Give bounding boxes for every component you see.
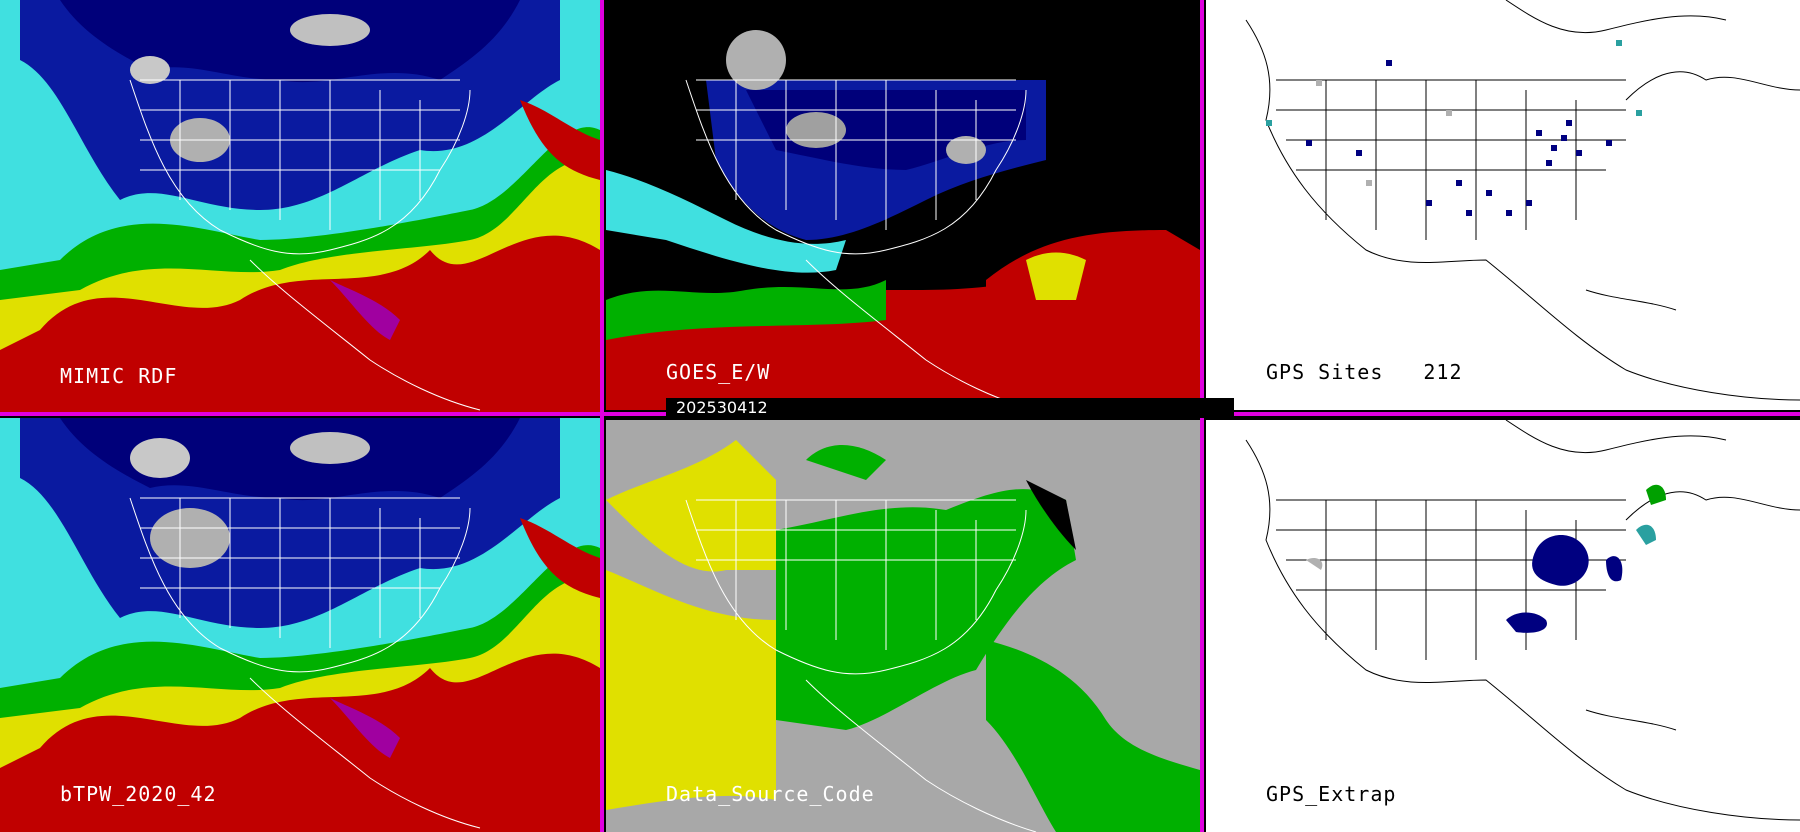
gps-sites-map	[1206, 0, 1800, 410]
mimic-rdf-label: MIMIC RDF	[60, 364, 178, 388]
mimic-rdf-panel: MIMIC RDF	[0, 0, 600, 414]
gps-sites-count: 212	[1423, 360, 1463, 384]
goes-ew-panel: GOES_E/W	[606, 0, 1200, 410]
timestamp-bar: 202530412	[666, 398, 1234, 418]
gps-sites-panel: GPS Sites 212	[1206, 0, 1800, 410]
gps-extrap-label: GPS_Extrap	[1266, 782, 1397, 806]
gps-extrap-map	[1206, 420, 1800, 832]
btpw-panel: bTPW_2020_42	[0, 418, 600, 832]
vertical-separator-left	[600, 0, 604, 832]
btpw-map	[0, 418, 600, 832]
gps-sites-label: GPS Sites 212	[1266, 360, 1463, 384]
goes-ew-label: GOES_E/W	[666, 360, 771, 384]
data-source-label: Data_Source_Code	[666, 782, 875, 806]
mimic-rdf-map	[0, 0, 600, 414]
gps-extrap-panel: GPS_Extrap	[1206, 420, 1800, 832]
data-source-panel: Data_Source_Code	[606, 420, 1200, 832]
gps-sites-title: GPS Sites	[1266, 360, 1384, 384]
btpw-label: bTPW_2020_42	[60, 782, 217, 806]
goes-ew-map	[606, 0, 1200, 410]
data-source-map	[606, 420, 1200, 832]
